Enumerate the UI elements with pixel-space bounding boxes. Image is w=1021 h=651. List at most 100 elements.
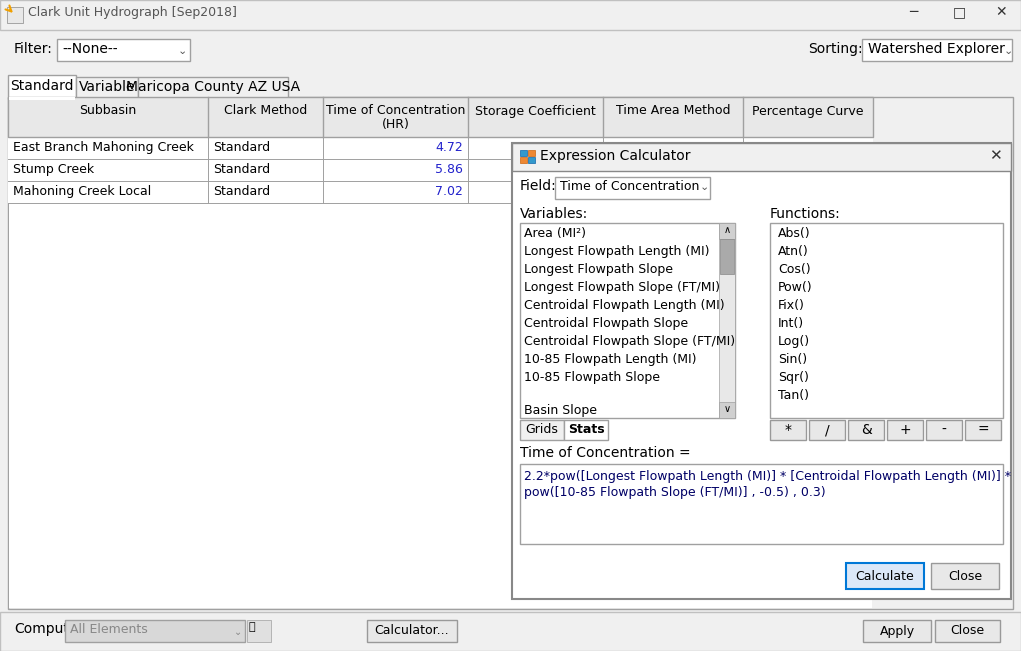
Text: Centroidal Flowpath Slope (FT/MI): Centroidal Flowpath Slope (FT/MI) [524, 335, 735, 348]
Text: Abs(): Abs() [778, 227, 811, 240]
Text: Storage Coefficient: Storage Coefficient [475, 105, 596, 117]
Bar [57, 39, 190, 61]
Bar [65, 620, 245, 642]
Text: Longest Flowpath Slope: Longest Flowpath Slope [524, 263, 673, 276]
Text: /: / [825, 423, 829, 437]
Bar [720, 239, 734, 274]
Text: (HR): (HR) [382, 118, 409, 131]
Bar [247, 620, 271, 642]
Text: ⌄: ⌄ [178, 46, 188, 56]
Text: Apply: Apply [879, 624, 915, 637]
Bar [520, 420, 564, 440]
Text: East Branch Mahoning Creek: East Branch Mahoning Creek [13, 141, 194, 154]
Bar [8, 97, 873, 137]
Text: Standard: Standard [213, 141, 271, 154]
Bar [0, 612, 1021, 651]
Text: Standard: Standard [213, 185, 271, 198]
Text: Close: Close [947, 570, 982, 583]
Bar [848, 420, 884, 440]
Bar [863, 620, 931, 642]
Text: pow([10-85 Flowpath Slope (FT/MI)] , -0.5) , 0.3): pow([10-85 Flowpath Slope (FT/MI)] , -0.… [524, 486, 826, 499]
Text: Centroidal Flowpath Slope: Centroidal Flowpath Slope [524, 317, 688, 330]
Text: Sorting:: Sorting: [808, 42, 863, 56]
Text: Tan(): Tan() [778, 389, 809, 402]
Text: ─: ─ [909, 5, 918, 19]
Text: ⌄: ⌄ [700, 182, 710, 192]
Text: 10-85 Flowpath Slope: 10-85 Flowpath Slope [524, 371, 660, 384]
Text: =: = [977, 423, 988, 437]
Text: ✕: ✕ [988, 148, 1002, 163]
Text: Clark Unit Hydrograph [Sep2018]: Clark Unit Hydrograph [Sep2018] [28, 6, 237, 19]
Bar [926, 420, 962, 440]
Text: 🐛: 🐛 [248, 622, 254, 632]
Text: Standard: Standard [213, 163, 271, 176]
Text: Calculate: Calculate [856, 570, 915, 583]
Bar [520, 150, 527, 156]
Bar [520, 157, 527, 163]
Bar [8, 75, 76, 99]
Bar [555, 177, 710, 199]
Text: ∨: ∨ [724, 404, 731, 414]
Text: 2.2*pow([Longest Flowpath Length (MI)] * [Centroidal Flowpath Length (MI)] *: 2.2*pow([Longest Flowpath Length (MI)] *… [524, 470, 1011, 483]
Text: Maricopa County AZ USA: Maricopa County AZ USA [126, 80, 300, 94]
Bar [528, 150, 535, 156]
Bar [719, 223, 735, 418]
Text: *: * [784, 423, 791, 437]
Bar [846, 563, 924, 589]
Text: Longest Flowpath Slope (FT/MI): Longest Flowpath Slope (FT/MI) [524, 281, 720, 294]
Text: Filter:: Filter: [14, 42, 53, 56]
Bar [8, 97, 1013, 609]
Bar [719, 223, 735, 239]
Text: □: □ [953, 5, 966, 19]
Text: Percentage Curve: Percentage Curve [752, 105, 864, 117]
Text: Time of Concentration: Time of Concentration [326, 104, 466, 117]
Text: 7.02: 7.02 [435, 185, 463, 198]
Bar [809, 420, 845, 440]
Text: --None--: --None-- [62, 42, 117, 56]
Text: Time of Concentration: Time of Concentration [560, 180, 699, 193]
Text: Sin(): Sin() [778, 353, 808, 366]
Text: Grids: Grids [526, 423, 558, 436]
Bar [0, 0, 1021, 30]
Text: Functions:: Functions: [770, 207, 840, 221]
Text: Calculator...: Calculator... [375, 624, 449, 637]
Text: Subbasin: Subbasin [80, 105, 137, 117]
Text: Atn(): Atn() [778, 245, 809, 258]
Bar [138, 77, 288, 99]
Bar [770, 420, 806, 440]
Bar [564, 420, 607, 440]
Text: Close: Close [951, 624, 984, 637]
Text: ⌄: ⌄ [1004, 46, 1014, 56]
Text: Field:: Field: [520, 179, 556, 193]
Text: Variable: Variable [79, 80, 135, 94]
Bar [76, 77, 138, 99]
Text: +: + [900, 423, 911, 437]
Text: Variables:: Variables: [520, 207, 588, 221]
Text: Cos(): Cos() [778, 263, 811, 276]
Text: Basin Slope: Basin Slope [524, 404, 597, 417]
Bar [8, 137, 873, 203]
Text: Centroidal Flowpath Length (MI): Centroidal Flowpath Length (MI) [524, 299, 725, 312]
Text: 10-85 Flowpath Length (MI): 10-85 Flowpath Length (MI) [524, 353, 696, 366]
Text: Time Area Method: Time Area Method [616, 105, 730, 117]
Text: Sqr(): Sqr() [778, 371, 809, 384]
Bar [770, 223, 1003, 418]
Text: 4.72: 4.72 [435, 141, 463, 154]
Text: Longest Flowpath Length (MI): Longest Flowpath Length (MI) [524, 245, 710, 258]
Text: &: & [861, 423, 871, 437]
Text: All Elements: All Elements [70, 623, 148, 636]
Text: Stump Creek: Stump Creek [13, 163, 94, 176]
Bar [528, 157, 535, 163]
Text: ∧: ∧ [724, 225, 731, 235]
Bar [7, 7, 23, 23]
Text: Fix(): Fix() [778, 299, 805, 312]
Bar [862, 39, 1012, 61]
Bar [520, 223, 735, 418]
Text: Stats: Stats [568, 423, 604, 436]
Text: 5.86: 5.86 [435, 163, 463, 176]
Text: Area (MI²): Area (MI²) [524, 227, 586, 240]
Bar [512, 143, 1011, 599]
Text: Watershed Explorer: Watershed Explorer [868, 42, 1005, 56]
Text: Standard: Standard [10, 79, 74, 93]
Bar [512, 143, 1011, 171]
